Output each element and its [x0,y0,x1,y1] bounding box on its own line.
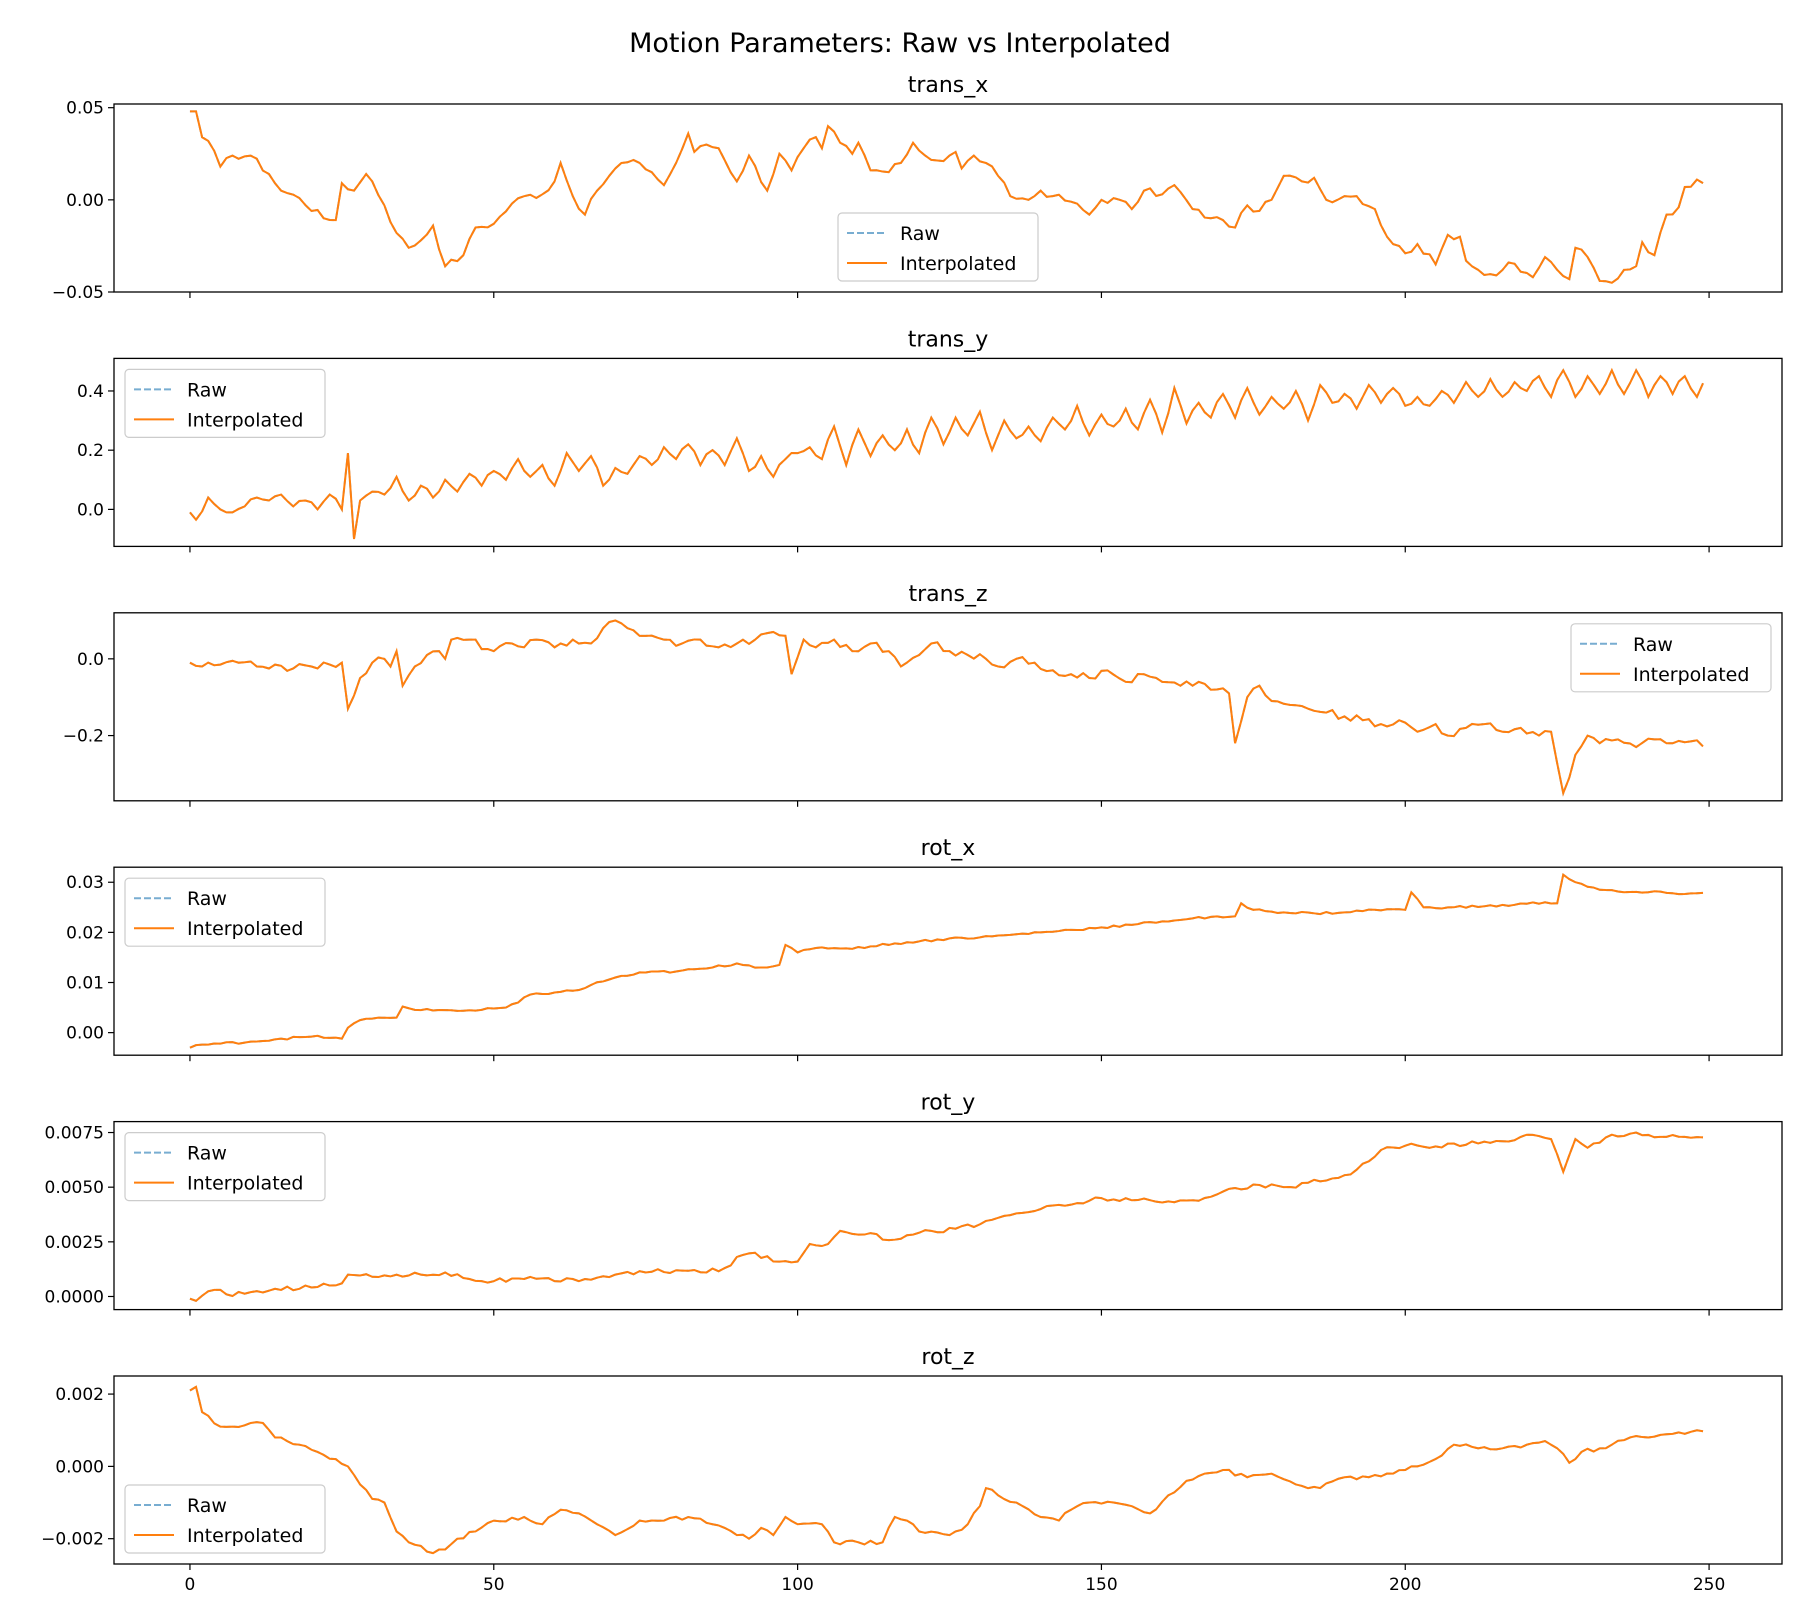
y-tick-label: 0.0075 [45,1124,104,1144]
legend-label-raw: Raw [187,888,227,910]
legend-label-interpolated: Interpolated [900,253,1016,275]
series-interpolated-line [189,872,1704,1049]
legend-label-interpolated: Interpolated [187,918,303,940]
y-tick-label: 0.0 [77,650,104,670]
series-interpolated-line [189,110,1704,284]
series-interpolated-line [189,619,1704,797]
subplot-rot_z: rot_z 0 50 100 150 200 250 −0.002 0.000 0.002 Raw I… [41,1345,1783,1595]
y-tick-label: 0.2 [77,441,104,461]
legend-label-raw: Raw [187,1143,227,1165]
legend: Raw Interpolated [1570,623,1772,693]
legend: Raw Interpolated [124,1484,326,1554]
x-tick-label: 150 [1085,1575,1117,1595]
y-tick-label: 0.00 [66,191,104,211]
legend-frame [124,368,326,438]
y-tick-label: 0.05 [66,99,104,119]
legend-label-interpolated: Interpolated [187,1525,303,1547]
x-tick-label: 0 [185,1575,196,1595]
y-tick-label: 0.0050 [45,1178,104,1198]
subplot-trans_z: trans_z −0.2 0.0 Raw Interpolated [63,582,1783,807]
subplot-title: rot_x [921,836,976,861]
legend: Raw Interpolated [124,1131,326,1202]
figure-title: Motion Parameters: Raw vs Interpolated [629,28,1171,59]
legend-label-interpolated: Interpolated [1633,664,1749,686]
x-tick-label: 50 [483,1575,505,1595]
legend: Raw Interpolated [124,368,326,438]
y-tick-label: 0.0 [77,500,104,520]
axes-frame [113,1375,1783,1565]
y-tick-label: 0.000 [55,1457,104,1477]
axes-frame [113,103,1783,293]
subplot-rot_x: rot_x 0.00 0.01 0.02 0.03 Raw Interpolated [66,836,1783,1062]
legend-label-interpolated: Interpolated [187,409,303,431]
y-tick-label: 0.0000 [45,1287,104,1307]
subplot-trans_y: trans_y 0.0 0.2 0.4 Raw Interpolated [77,327,1783,553]
y-tick-label: −0.2 [63,727,104,747]
x-tick-label: 250 [1693,1575,1725,1595]
legend-label-raw: Raw [187,379,227,401]
y-tick-label: 0.02 [66,923,104,943]
subplot-title: rot_y [921,1091,976,1116]
series-interpolated-line [189,367,1704,540]
subplot-title: trans_y [908,327,989,352]
y-tick-label: 0.01 [66,974,104,994]
y-tick-label: 0.03 [66,873,104,893]
y-tick-label: −0.05 [52,283,104,303]
series-interpolated-line [189,1385,1704,1555]
legend-frame [124,1484,326,1554]
y-tick-label: −0.002 [41,1530,104,1550]
x-tick-label: 200 [1389,1575,1421,1595]
legend-label-raw: Raw [1633,634,1673,656]
axes-frame [113,357,1783,548]
subplot-title: trans_x [908,73,989,98]
y-tick-label: 0.00 [66,1024,104,1044]
subplot-title: rot_z [921,1345,974,1370]
x-tick-label: 100 [781,1575,813,1595]
axes-frame [113,1120,1783,1311]
y-tick-label: 0.4 [77,382,104,402]
legend-frame [1570,623,1772,693]
legend: Raw Interpolated [837,212,1039,282]
legend-label-raw: Raw [900,223,940,245]
subplot-title: trans_z [908,582,987,607]
subplots: trans_x−0.050.000.05RawInterpolatedtrans… [41,73,1783,1595]
axes-frame [113,866,1783,1056]
legend-frame [124,1131,326,1202]
legend-label-raw: Raw [187,1495,227,1517]
y-tick-label: 0.002 [55,1385,104,1405]
legend: Raw Interpolated [124,877,326,947]
legend-frame [837,212,1039,282]
subplot-trans_x: trans_x −0.05 0.00 0.05 Raw Interpolated [52,73,1783,303]
y-tick-label: 0.0025 [45,1233,104,1253]
subplot-rot_y: rot_y 0.0000 0.0025 0.0050 0.0075 Raw Interpol… [45,1091,1783,1316]
legend-label-interpolated: Interpolated [187,1173,303,1195]
series-interpolated-line [189,1131,1704,1302]
axes-frame [113,612,1783,802]
legend-frame [124,877,326,947]
